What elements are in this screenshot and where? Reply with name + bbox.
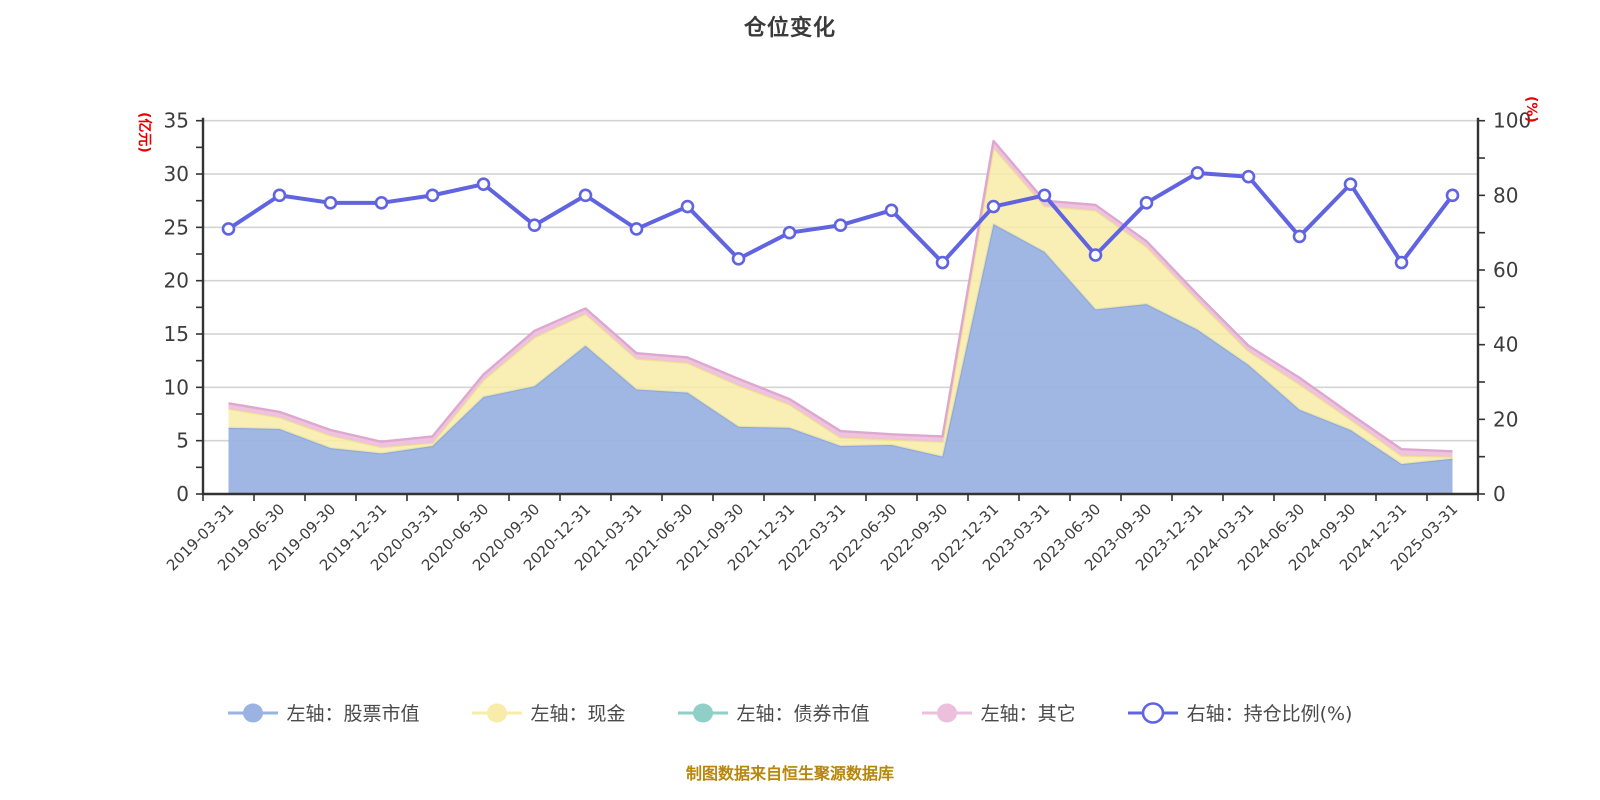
ratio-line-marker: [1190, 166, 1205, 180]
ratio-line-marker: [425, 188, 440, 203]
legend-marker-icon: [677, 703, 728, 722]
ratio-line-marker: [935, 255, 950, 270]
legend-item-stock[interactable]: 左轴：股票市值: [227, 699, 420, 726]
legend-item-cash[interactable]: 左轴：现金: [471, 699, 626, 726]
left-axis-tick-label: 15: [164, 322, 189, 346]
ratio-line-marker: [1292, 229, 1307, 244]
ratio-line-marker: [578, 188, 593, 203]
left-axis-tick-label: 30: [164, 162, 189, 186]
legend-marker-icon: [1127, 701, 1178, 724]
area-edge-other: [228, 139, 1453, 453]
ratio-line-series: [221, 166, 1460, 270]
legend-item-bond[interactable]: 左轴：债券市值: [677, 699, 870, 726]
ratio-line-marker: [221, 222, 236, 236]
legend-item-other[interactable]: 左轴：其它: [921, 699, 1076, 726]
ratio-line-marker: [1445, 188, 1460, 203]
left-axis-tick-label: 10: [164, 375, 189, 399]
ratio-line-marker: [374, 196, 389, 210]
ratio-line-marker: [884, 203, 899, 218]
area-stock: [228, 224, 1453, 495]
ratio-line-marker: [1037, 188, 1052, 203]
ratio-line-marker: [833, 218, 848, 233]
ratio-line-marker: [782, 225, 797, 240]
ratio-line: [227, 170, 1455, 265]
right-axis-tick-label: 80: [1493, 183, 1518, 207]
ratio-line-marker: [986, 199, 1001, 214]
legend-marker-icon: [921, 703, 972, 722]
ratio-line-marker: [1394, 255, 1409, 270]
right-axis-tick-label: 0: [1493, 482, 1506, 506]
ratio-line-marker: [323, 196, 338, 210]
ratio-line-marker: [1139, 196, 1154, 210]
legend-marker-icon: [471, 703, 522, 722]
ratio-line-marker: [527, 218, 542, 233]
legend-label: 左轴：其它: [980, 703, 1076, 725]
left-axis-tick-label: 20: [164, 269, 189, 293]
legend-label: 右轴：持仓比例(%): [1186, 703, 1353, 725]
axis-tick-labels: 051015202530350204060801002019-03-312019…: [163, 109, 1531, 575]
ratio-line-marker: [1088, 248, 1103, 262]
legend-marker-icon: [227, 703, 278, 722]
left-axis-tick-label: 0: [176, 482, 189, 506]
source-note: 制图数据来自恒生聚源数据库: [685, 764, 894, 783]
right-axis-tick-label: 40: [1493, 333, 1518, 357]
left-axis-tick-label: 25: [164, 215, 189, 239]
ratio-line-marker: [731, 252, 746, 266]
chart-legend: 左轴：股票市值 左轴：现金 左轴：债券市值 左轴：其它 右轴：持仓比例(%): [0, 699, 1580, 726]
right-axis-tick-label: 20: [1493, 407, 1518, 431]
legend-label: 左轴：债券市值: [736, 703, 870, 725]
ratio-line-marker: [272, 188, 287, 203]
ratio-line-marker: [1241, 169, 1256, 184]
axis-unit-labels: (亿元) (%): [136, 96, 1539, 153]
legend-item-ratio[interactable]: 右轴：持仓比例(%): [1127, 699, 1353, 726]
area-cash: [228, 147, 1453, 465]
left-axis-tick-label: 5: [176, 429, 189, 453]
right-axis-tick-label: 100: [1493, 109, 1531, 133]
legend-label: 左轴：股票市值: [286, 703, 420, 725]
left-axis-unit-label: (亿元): [136, 112, 153, 153]
left-axis-tick-label: 35: [164, 109, 189, 133]
stacked-areas: [228, 139, 1453, 495]
chart-title: 仓位变化: [743, 16, 836, 41]
ratio-line-marker: [476, 177, 491, 191]
axes: [196, 117, 1485, 501]
ratio-line-marker: [1343, 177, 1358, 191]
right-axis-unit-label: (%): [1523, 96, 1539, 123]
ratio-line-marker: [680, 199, 695, 214]
ratio-line-marker: [629, 222, 644, 236]
right-axis-tick-label: 60: [1493, 258, 1518, 282]
legend-label: 左轴：现金: [530, 703, 626, 725]
